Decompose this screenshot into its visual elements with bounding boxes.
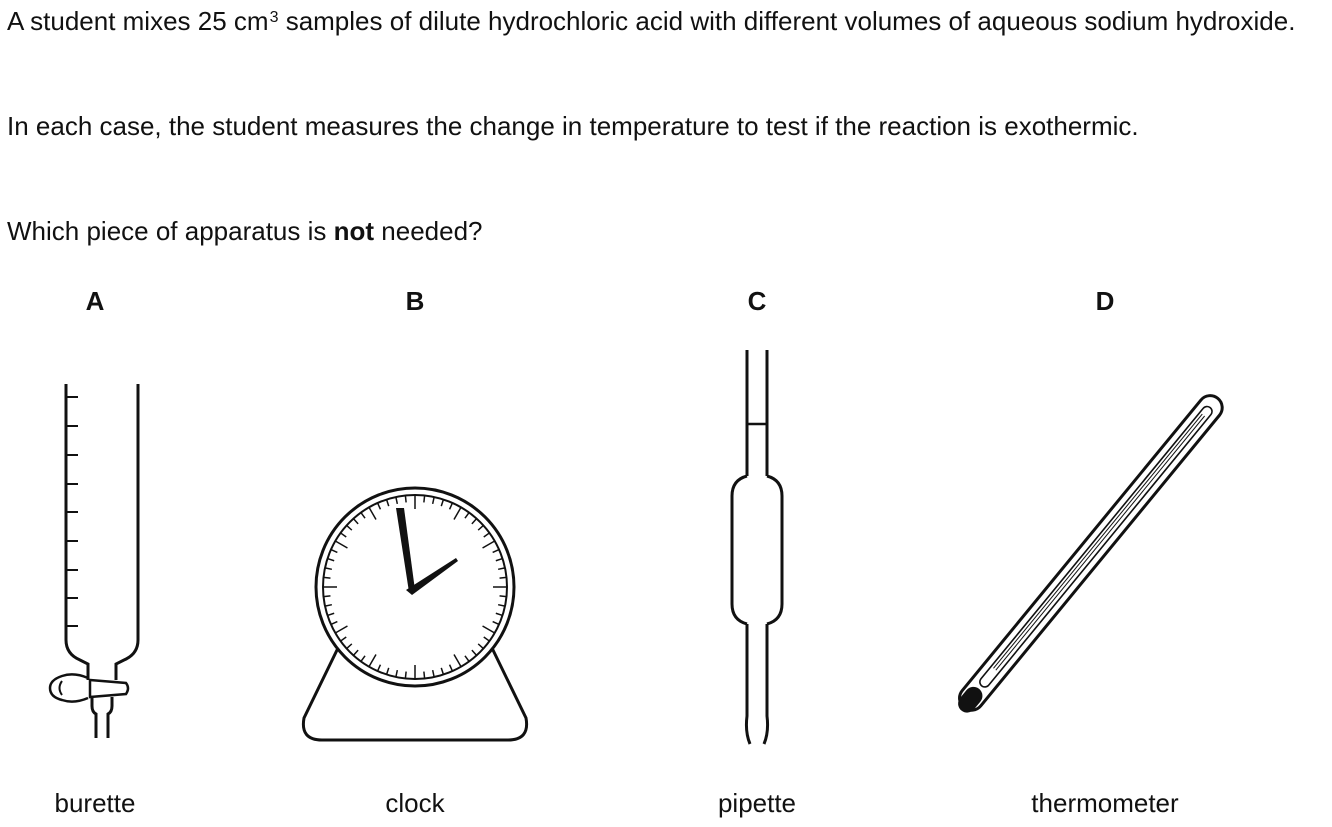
clock-tick: [352, 518, 359, 525]
clock-tick: [477, 524, 484, 531]
clock-tick: [385, 667, 390, 675]
clock-tick: [376, 664, 382, 672]
clock-tick: [448, 502, 454, 510]
clock-tick: [376, 502, 382, 510]
clock-tick: [431, 496, 435, 505]
cubed-superscript: 3: [269, 9, 279, 26]
clock-tick: [368, 506, 377, 520]
question-method: In each case, the student measures the c…: [7, 111, 1139, 141]
intro-text-end: samples of dilute hydrochloric acid with…: [278, 6, 1296, 36]
clock-tick: [323, 595, 331, 598]
clock-tick: [492, 620, 500, 626]
clock-tick: [334, 540, 348, 549]
clock-tick: [471, 649, 478, 656]
option-letter-a: A: [85, 286, 105, 316]
prompt-text-end: needed?: [374, 216, 483, 246]
clock-tick: [477, 643, 484, 650]
burette-icon: [48, 384, 140, 738]
clock-icon: [301, 486, 529, 742]
clock-tick: [495, 557, 503, 562]
clock-tick: [340, 636, 347, 642]
clock-tick: [483, 532, 490, 538]
clock-tick: [499, 576, 507, 579]
clock-tick: [368, 654, 377, 668]
clock-tick: [482, 625, 496, 634]
prompt-text-start: Which piece of apparatus is: [7, 216, 334, 246]
clock-tick: [492, 548, 500, 554]
option-letter-d: D: [1095, 286, 1115, 316]
clock-tick: [464, 655, 470, 662]
clock-tick: [471, 518, 478, 525]
clock-tick: [330, 620, 338, 626]
clock-tick: [423, 495, 426, 503]
clock-tick: [423, 671, 426, 679]
clock-tick: [440, 499, 445, 507]
clock-tick: [327, 612, 335, 617]
pipette-icon: [730, 350, 784, 745]
option-name-a: burette: [54, 788, 136, 818]
clock-tick: [324, 603, 333, 607]
option-letter-c: C: [747, 286, 767, 316]
intro-text-start: A student mixes 25 cm: [7, 6, 269, 36]
clock-tick: [431, 669, 435, 678]
clock-tick: [327, 557, 335, 562]
clock-tick: [324, 567, 333, 571]
prompt-emphasis: not: [333, 216, 375, 246]
clock-tick: [404, 495, 407, 503]
clock-tick: [499, 595, 507, 598]
option-name-d: thermometer: [1031, 788, 1179, 818]
clock-tick: [395, 669, 399, 678]
clock-tick: [330, 548, 338, 554]
clock-tick: [482, 540, 496, 549]
clock-tick: [497, 567, 506, 571]
clock-tick: [395, 496, 399, 505]
clock-tick: [360, 655, 366, 662]
clock-tick: [453, 654, 462, 668]
option-name-c: pipette: [717, 788, 797, 818]
clock-tick: [440, 667, 445, 675]
clock-tick: [352, 649, 359, 656]
clock-tick: [448, 664, 454, 672]
clock-tick: [495, 612, 503, 617]
clock-tick: [323, 576, 331, 579]
question-intro: A student mixes 25 cm3 samples of dilute…: [7, 4, 1325, 39]
clock-tick: [404, 671, 407, 679]
clock-tick: [334, 625, 348, 634]
option-name-b: clock: [385, 788, 445, 818]
thermometer-icon: [958, 394, 1224, 713]
clock-tick: [464, 512, 470, 519]
question-prompt: Which piece of apparatus is not needed?: [7, 214, 1325, 249]
clock-dial-ticks: [323, 495, 507, 679]
clock-tick: [360, 512, 366, 519]
clock-tick: [385, 499, 390, 507]
clock-tick: [453, 506, 462, 520]
clock-tick: [346, 643, 353, 650]
clock-tick: [483, 636, 490, 642]
clock-tick: [346, 524, 353, 531]
clock-tick: [497, 603, 506, 607]
clock-tick: [340, 532, 347, 538]
option-letter-b: B: [405, 286, 425, 316]
